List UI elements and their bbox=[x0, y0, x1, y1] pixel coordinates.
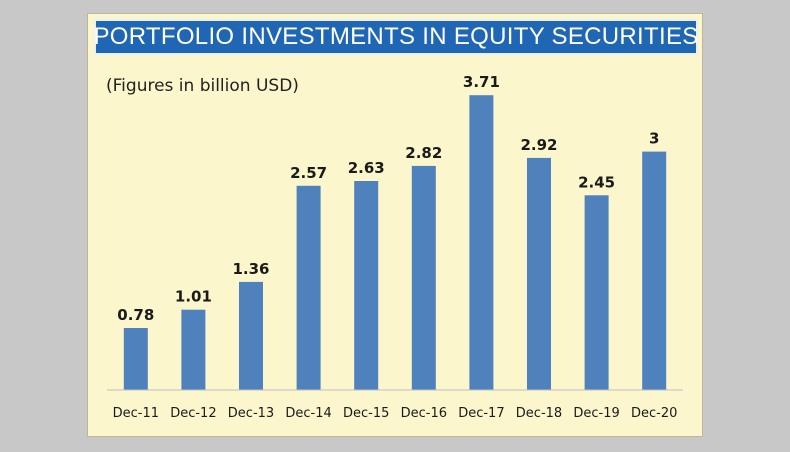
tick-label-dec-15: Dec-15 bbox=[343, 406, 389, 421]
value-label-dec-20: 3 bbox=[649, 130, 659, 148]
value-labels-group: 0.78 1.01 1.36 2.57 2.63 2.82 3.71 2.92 2.45 3 bbox=[117, 73, 659, 324]
value-label-dec-14: 2.57 bbox=[290, 164, 327, 182]
tick-label-dec-19: Dec-19 bbox=[573, 406, 619, 421]
title-band: PORTFOLIO INVESTMENTS IN EQUITY SECURITI… bbox=[93, 19, 699, 55]
chart-subtitle: (Figures in billion USD) bbox=[106, 76, 299, 96]
bar-dec-19 bbox=[584, 195, 609, 390]
value-label-dec-11: 0.78 bbox=[117, 306, 154, 324]
chart-title: PORTFOLIO INVESTMENTS IN EQUITY SECURITI… bbox=[93, 23, 699, 50]
value-label-dec-16: 2.82 bbox=[405, 144, 442, 162]
bar-dec-13 bbox=[239, 281, 263, 390]
tick-label-dec-18: Dec-18 bbox=[516, 406, 562, 421]
bar-dec-17 bbox=[469, 95, 494, 390]
tick-label-dec-11: Dec-11 bbox=[113, 406, 159, 421]
tick-label-dec-14: Dec-14 bbox=[285, 406, 331, 421]
tick-label-dec-16: Dec-16 bbox=[401, 406, 447, 421]
tick-label-dec-13: Dec-13 bbox=[228, 406, 274, 421]
bar-dec-20 bbox=[642, 151, 667, 390]
tick-label-dec-17: Dec-17 bbox=[458, 406, 504, 421]
bar-dec-15 bbox=[354, 181, 379, 390]
bar-dec-18 bbox=[527, 157, 551, 390]
bars-group bbox=[123, 95, 667, 390]
tick-label-dec-20: Dec-20 bbox=[631, 406, 677, 421]
bar-dec-11 bbox=[123, 328, 148, 390]
value-label-dec-13: 1.36 bbox=[232, 260, 269, 278]
value-label-dec-18: 2.92 bbox=[520, 136, 557, 154]
value-label-dec-19: 2.45 bbox=[578, 173, 615, 191]
bar-dec-16 bbox=[411, 165, 436, 390]
tick-label-dec-12: Dec-12 bbox=[170, 406, 216, 421]
bar-dec-12 bbox=[181, 309, 206, 390]
bar-dec-14 bbox=[296, 185, 321, 390]
value-label-dec-15: 2.63 bbox=[348, 159, 385, 177]
value-label-dec-17: 3.71 bbox=[463, 73, 500, 91]
tick-labels-group: Dec-11 Dec-12 Dec-13 Dec-14 Dec-15 Dec-16 Dec-… bbox=[113, 406, 678, 421]
value-label-dec-12: 1.01 bbox=[175, 288, 212, 306]
